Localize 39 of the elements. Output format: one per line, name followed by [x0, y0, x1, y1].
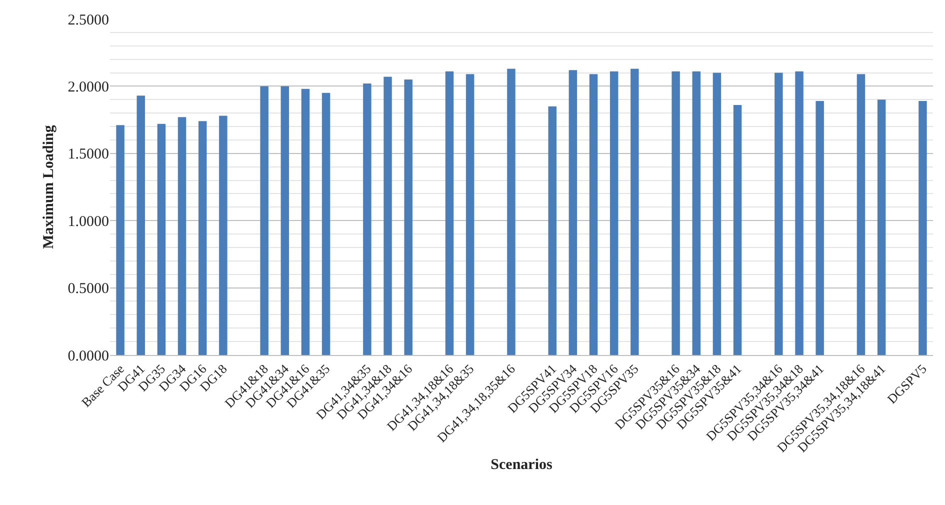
bar: [672, 71, 680, 355]
bar: [363, 84, 372, 355]
bar: [219, 116, 228, 355]
bar: [816, 100, 824, 355]
bar: [178, 117, 186, 355]
bar: [198, 121, 207, 355]
y-tick-label: 2.5000: [68, 12, 109, 28]
bar: [445, 71, 454, 355]
bar: [116, 125, 124, 355]
y-axis-title: Maximum Loading: [41, 124, 57, 249]
bar: [918, 100, 927, 355]
y-tick-label: 1.0000: [68, 214, 109, 230]
y-tick-label: 2.0000: [68, 79, 109, 96]
bar: [610, 71, 618, 355]
bar: [795, 71, 804, 355]
bar: [404, 79, 412, 355]
bar: [568, 70, 578, 355]
bar: [136, 96, 145, 355]
bar: [856, 74, 866, 355]
bar: [322, 92, 330, 355]
bar: [733, 105, 742, 355]
bar: [260, 86, 268, 355]
y-tick-label: 0.5000: [68, 281, 109, 298]
bar: [384, 76, 392, 355]
bar: [507, 68, 516, 355]
bar: [712, 72, 722, 355]
bar: [630, 68, 639, 355]
x-axis-title: Scenarios: [490, 457, 552, 474]
bar: [774, 72, 783, 355]
bar: [301, 88, 310, 355]
bar: [280, 86, 289, 355]
bar: [157, 124, 166, 355]
y-tick-label: 1.5000: [68, 146, 109, 163]
bar: [589, 74, 598, 355]
bar: [466, 74, 474, 355]
bar: [877, 100, 886, 355]
y-tick-label: 0.0000: [68, 348, 109, 364]
bar: [548, 106, 556, 355]
bar: [692, 71, 700, 355]
